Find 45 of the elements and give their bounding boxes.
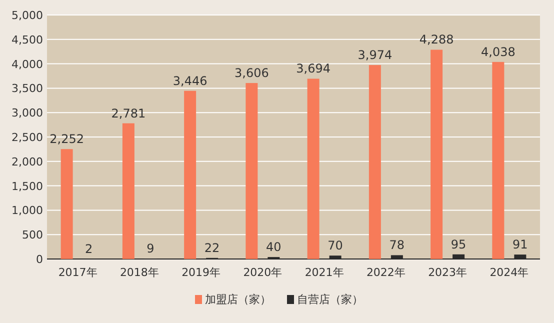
- data-label: 3,974: [358, 48, 392, 62]
- x-tick-label: 2019年: [182, 266, 221, 279]
- data-label: 22: [204, 240, 220, 255]
- x-tick-label: 2023年: [428, 266, 468, 279]
- y-tick-label: 5,000: [12, 9, 43, 22]
- bar: [246, 83, 258, 259]
- data-label: 3,694: [296, 62, 330, 76]
- y-tick-label: 4,000: [12, 58, 43, 71]
- x-tick-label: 2024年: [490, 266, 529, 279]
- y-tick-label: 2,000: [12, 155, 43, 168]
- data-label: 3,446: [172, 74, 208, 88]
- data-label: 9: [146, 242, 154, 256]
- data-label: 4,288: [419, 32, 454, 47]
- data-label: 2,252: [50, 132, 84, 146]
- y-tick-label: 3,000: [12, 106, 43, 120]
- bar: [122, 123, 134, 259]
- data-label: 91: [512, 238, 528, 252]
- data-label: 3,606: [234, 66, 269, 80]
- y-tick-label: 1,500: [12, 180, 43, 193]
- bar: [492, 62, 504, 259]
- data-label: 2: [84, 242, 93, 256]
- y-tick-label: 0: [36, 253, 43, 266]
- bar: [307, 78, 320, 259]
- bar: [184, 90, 196, 259]
- y-tick-label: 4,500: [12, 33, 43, 46]
- x-tick-label: 2022年: [366, 266, 406, 279]
- legend-label: 加盟店（家）: [205, 293, 271, 306]
- legend-label: 自营店（家）: [297, 293, 363, 306]
- x-tick-label: 2021年: [304, 266, 344, 279]
- bar: [60, 149, 73, 259]
- bar: [430, 50, 443, 259]
- data-label: 40: [266, 240, 282, 254]
- y-tick-label: 3,500: [12, 82, 43, 96]
- data-label: 70: [328, 238, 343, 253]
- data-label: 4,038: [481, 44, 516, 59]
- x-tick-label: 2017年: [58, 266, 98, 279]
- y-tick-label: 500: [22, 228, 43, 242]
- data-label: 95: [450, 237, 466, 252]
- y-tick-label: 1,000: [12, 204, 43, 218]
- x-tick-label: 2018年: [120, 266, 159, 279]
- data-label: 2,781: [111, 106, 146, 120]
- y-tick-label: 2,500: [12, 131, 43, 144]
- bar: [368, 65, 381, 259]
- x-tick-label: 2020年: [243, 266, 282, 279]
- data-label: 78: [389, 238, 405, 252]
